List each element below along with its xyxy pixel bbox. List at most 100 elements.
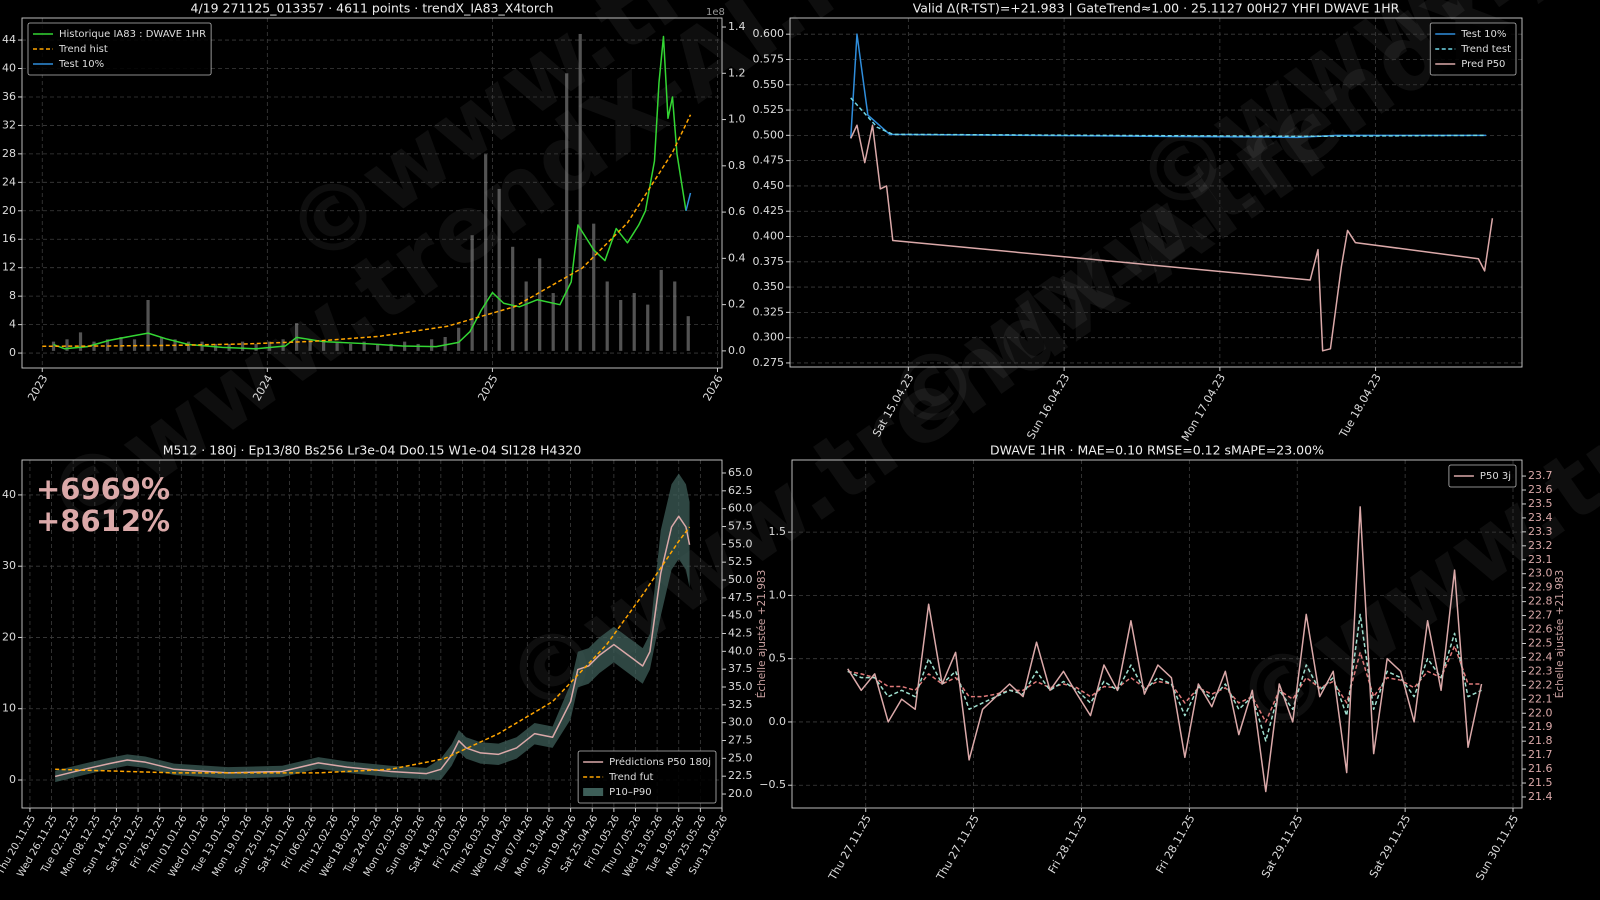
volume-bar <box>592 223 596 351</box>
legend: P50 3j <box>1448 464 1517 488</box>
y2-tick-label: 22.3 <box>1528 664 1553 677</box>
y2-tick-label: 22.1 <box>1528 692 1553 705</box>
y2-tick-label: 21.7 <box>1528 748 1553 761</box>
volume-bar <box>349 343 353 351</box>
y-tick-label: 0.350 <box>753 280 785 293</box>
y-tick-label: 20 <box>2 204 16 217</box>
volume-bar <box>65 339 69 351</box>
y-tick-label: 0.5 <box>769 652 787 665</box>
legend-label: Test 10% <box>58 59 104 70</box>
y2-tick-label: 23.7 <box>1528 469 1553 482</box>
y2-tick-label: 1.4 <box>728 20 746 33</box>
volume-bar <box>646 304 650 351</box>
y2-tick-label: 22.4 <box>1528 650 1553 663</box>
volume-bar <box>376 343 380 351</box>
legend-frame <box>1448 464 1517 488</box>
volume-bar <box>551 293 555 351</box>
y2-tick-label: 20.0 <box>728 787 753 800</box>
volume-bar <box>335 341 339 351</box>
volume-bar <box>511 246 515 351</box>
plot-area <box>847 506 1483 793</box>
volume-bar <box>78 332 83 351</box>
y-tick-label: 0.575 <box>753 52 785 65</box>
volume-bar <box>51 341 56 351</box>
volume-bar <box>484 154 488 351</box>
series-line <box>54 515 691 778</box>
y2-tick-label: 23.4 <box>1528 511 1553 524</box>
y-tick-label: 0.475 <box>753 154 785 167</box>
legend-label: P10–P90 <box>609 787 652 798</box>
y-tick-label: 36 <box>2 90 16 103</box>
y-tick-label: 0.600 <box>753 27 785 40</box>
y2-tick-label: 21.6 <box>1528 762 1553 775</box>
plot-area <box>54 473 691 783</box>
y-tick-label: 0.0 <box>769 715 787 728</box>
volume-bar <box>565 73 569 351</box>
y-tick-label: 30 <box>2 559 16 572</box>
chart-title: Valid Δ(R-TST)=+21.983 | GateTrend≈1.00 … <box>913 1 1400 16</box>
y2-tick-label: 40.0 <box>728 644 753 657</box>
y-tick-label: 0.450 <box>753 179 785 192</box>
y-tick-label: 0.500 <box>753 128 785 141</box>
y2-tick-label: 23.0 <box>1528 567 1553 580</box>
volume-bar <box>105 339 110 351</box>
y2-tick-label: 32.5 <box>728 698 753 711</box>
legend-label: Historique IA83 : DWAVE 1HR <box>59 29 206 40</box>
plot-area <box>849 33 1494 352</box>
volume-bar <box>578 33 582 351</box>
chart-title: M512 · 180j · Ep13/80 Bs256 Lr3e-04 Do0.… <box>163 443 582 458</box>
y-tick-label: 28 <box>2 147 16 160</box>
series-line <box>850 97 1487 138</box>
y2-tick-label: 0.2 <box>728 298 746 311</box>
volume-bar <box>254 343 258 351</box>
chart-title: 4/19 271125_013357 · 4611 points · trend… <box>191 1 554 16</box>
y-tick-label: 24 <box>2 175 16 188</box>
legend-label: Trend fut <box>608 772 653 783</box>
volume-bar <box>146 299 150 351</box>
volume-bar <box>186 341 191 351</box>
volume-bar <box>497 188 501 351</box>
y2-tick-label: 0.6 <box>728 205 746 218</box>
y2-tick-label: 21.4 <box>1528 790 1553 803</box>
legend-label: Trend hist <box>58 44 108 55</box>
y2-tick-label: 65.0 <box>728 466 753 479</box>
series-line <box>849 33 1487 139</box>
plot-frame <box>791 459 1523 809</box>
volume-bar <box>119 337 123 351</box>
plot-frame <box>21 17 723 369</box>
y2-tick-label: 30.0 <box>728 716 753 729</box>
y-tick-label: 1.0 <box>769 588 787 601</box>
y2-tick-label: 0.8 <box>728 159 746 172</box>
volume-bar <box>538 258 542 351</box>
series-line <box>685 192 692 211</box>
volume-bar <box>443 337 447 351</box>
legend-label: Test 10% <box>1460 29 1506 40</box>
y-tick-label: 44 <box>2 33 16 46</box>
legend-frame <box>27 22 212 76</box>
volume-bar <box>470 235 474 351</box>
volume-bar <box>92 341 96 351</box>
y-tick-label: 0.550 <box>753 78 785 91</box>
y2-tick-label: 55.0 <box>728 537 753 550</box>
y-tick-label: −0.5 <box>759 778 786 791</box>
y2-tick-label: 21.9 <box>1528 720 1553 733</box>
volume-bar <box>457 327 461 351</box>
y2-tick-label: 37.5 <box>728 662 753 675</box>
y2-tick-label: 45.0 <box>728 609 753 622</box>
volume-bar <box>322 341 326 351</box>
volume-bar <box>659 269 663 351</box>
y2-tick-label: 21.8 <box>1528 734 1553 747</box>
y2-tick-label: 0.0 <box>728 344 746 357</box>
y2-tick-label: 35.0 <box>728 680 753 693</box>
chart-title: DWAVE 1HR · MAE=0.10 RMSE=0.12 sMAPE=23.… <box>990 443 1324 458</box>
y-tick-label: 0.275 <box>753 356 785 369</box>
y-tick-label: 0.400 <box>753 230 785 243</box>
volume-bar <box>605 281 609 351</box>
volume-bar <box>159 337 164 351</box>
gain-annotation: +8612% <box>36 504 170 538</box>
y-tick-label: 20 <box>2 630 16 643</box>
series-line <box>847 506 1483 793</box>
y-tick-label: 4 <box>9 318 16 331</box>
y-tick-label: 0.425 <box>753 204 785 217</box>
